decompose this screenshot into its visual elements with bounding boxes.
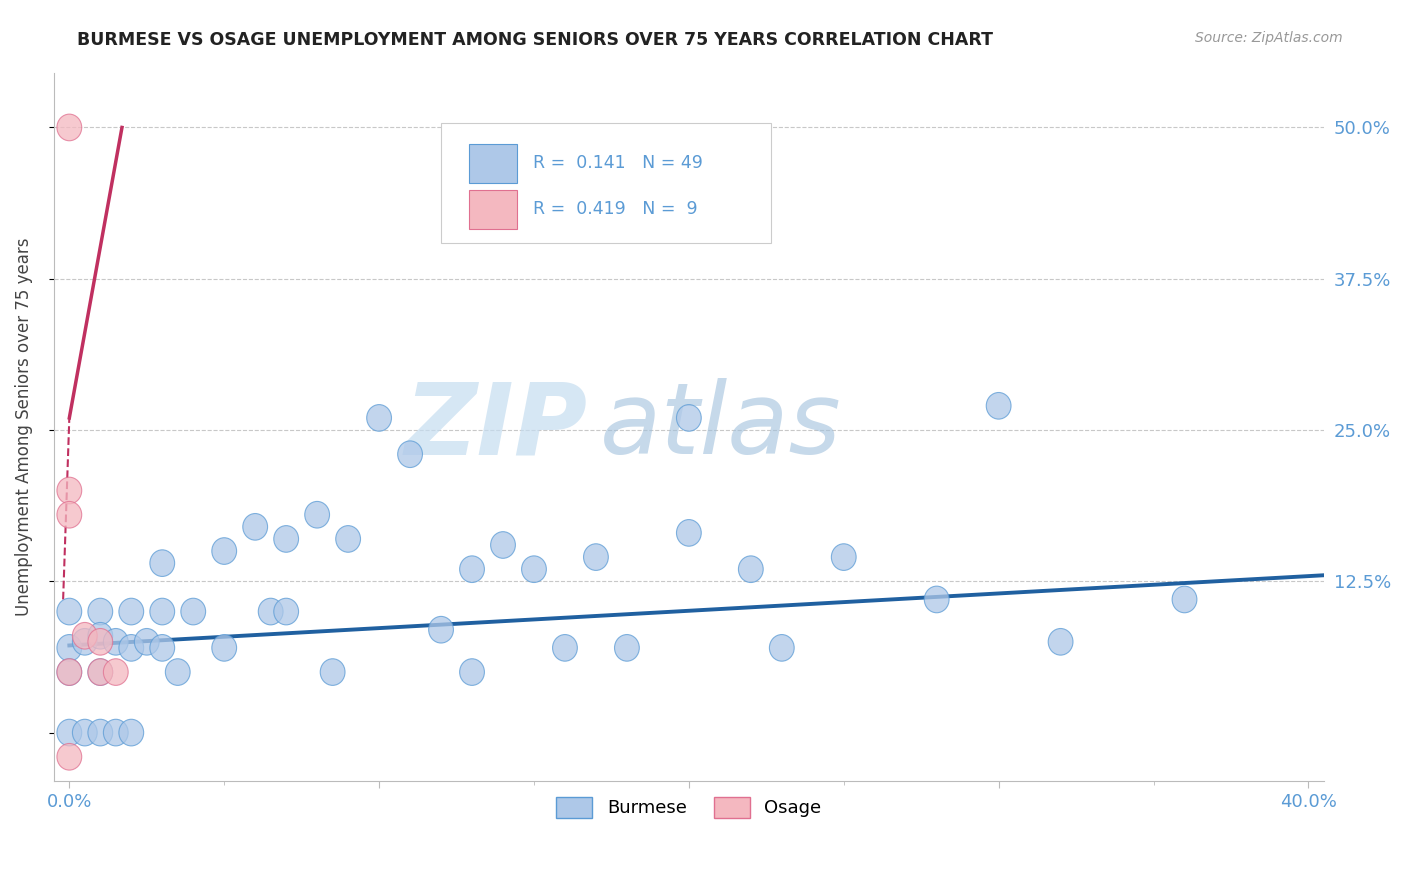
Ellipse shape bbox=[56, 743, 82, 770]
Ellipse shape bbox=[104, 719, 128, 746]
Ellipse shape bbox=[150, 549, 174, 576]
Ellipse shape bbox=[831, 544, 856, 570]
Ellipse shape bbox=[89, 629, 112, 655]
Ellipse shape bbox=[429, 616, 454, 643]
Ellipse shape bbox=[367, 405, 391, 431]
Ellipse shape bbox=[56, 634, 82, 661]
Ellipse shape bbox=[274, 525, 298, 552]
Ellipse shape bbox=[56, 659, 82, 685]
Ellipse shape bbox=[274, 599, 298, 625]
Ellipse shape bbox=[56, 599, 82, 625]
Ellipse shape bbox=[1049, 629, 1073, 655]
Ellipse shape bbox=[398, 441, 422, 467]
Ellipse shape bbox=[150, 634, 174, 661]
Text: ZIP: ZIP bbox=[405, 378, 588, 475]
Ellipse shape bbox=[321, 659, 344, 685]
Text: R =  0.419   N =  9: R = 0.419 N = 9 bbox=[533, 200, 697, 218]
Ellipse shape bbox=[56, 114, 82, 141]
Y-axis label: Unemployment Among Seniors over 75 years: Unemployment Among Seniors over 75 years bbox=[15, 238, 32, 616]
Ellipse shape bbox=[769, 634, 794, 661]
Ellipse shape bbox=[924, 586, 949, 613]
Text: BURMESE VS OSAGE UNEMPLOYMENT AMONG SENIORS OVER 75 YEARS CORRELATION CHART: BURMESE VS OSAGE UNEMPLOYMENT AMONG SENI… bbox=[77, 31, 993, 49]
Ellipse shape bbox=[89, 659, 112, 685]
FancyBboxPatch shape bbox=[470, 144, 517, 183]
Ellipse shape bbox=[212, 538, 236, 565]
Ellipse shape bbox=[522, 556, 547, 582]
Text: R =  0.141   N = 49: R = 0.141 N = 49 bbox=[533, 154, 703, 172]
Ellipse shape bbox=[460, 659, 485, 685]
Ellipse shape bbox=[336, 525, 360, 552]
Ellipse shape bbox=[73, 719, 97, 746]
Ellipse shape bbox=[73, 629, 97, 655]
Ellipse shape bbox=[305, 501, 329, 528]
Ellipse shape bbox=[583, 544, 609, 570]
Ellipse shape bbox=[166, 659, 190, 685]
Ellipse shape bbox=[491, 532, 516, 558]
FancyBboxPatch shape bbox=[441, 122, 772, 243]
Ellipse shape bbox=[259, 599, 283, 625]
Ellipse shape bbox=[986, 392, 1011, 419]
Ellipse shape bbox=[73, 623, 97, 649]
Ellipse shape bbox=[89, 599, 112, 625]
Ellipse shape bbox=[676, 405, 702, 431]
Ellipse shape bbox=[1173, 586, 1197, 613]
Ellipse shape bbox=[56, 477, 82, 504]
Ellipse shape bbox=[212, 634, 236, 661]
Ellipse shape bbox=[738, 556, 763, 582]
Ellipse shape bbox=[676, 519, 702, 546]
Legend: Burmese, Osage: Burmese, Osage bbox=[550, 789, 828, 825]
Ellipse shape bbox=[89, 719, 112, 746]
Text: atlas: atlas bbox=[600, 378, 842, 475]
Ellipse shape bbox=[120, 634, 143, 661]
Ellipse shape bbox=[120, 599, 143, 625]
Ellipse shape bbox=[135, 629, 159, 655]
Ellipse shape bbox=[104, 659, 128, 685]
FancyBboxPatch shape bbox=[470, 190, 517, 228]
Ellipse shape bbox=[56, 719, 82, 746]
Ellipse shape bbox=[614, 634, 640, 661]
Ellipse shape bbox=[150, 599, 174, 625]
Ellipse shape bbox=[181, 599, 205, 625]
Text: Source: ZipAtlas.com: Source: ZipAtlas.com bbox=[1195, 31, 1343, 45]
Ellipse shape bbox=[56, 659, 82, 685]
Ellipse shape bbox=[243, 514, 267, 541]
Ellipse shape bbox=[56, 501, 82, 528]
Ellipse shape bbox=[553, 634, 578, 661]
Ellipse shape bbox=[89, 659, 112, 685]
Ellipse shape bbox=[104, 629, 128, 655]
Ellipse shape bbox=[460, 556, 485, 582]
Ellipse shape bbox=[120, 719, 143, 746]
Ellipse shape bbox=[89, 623, 112, 649]
